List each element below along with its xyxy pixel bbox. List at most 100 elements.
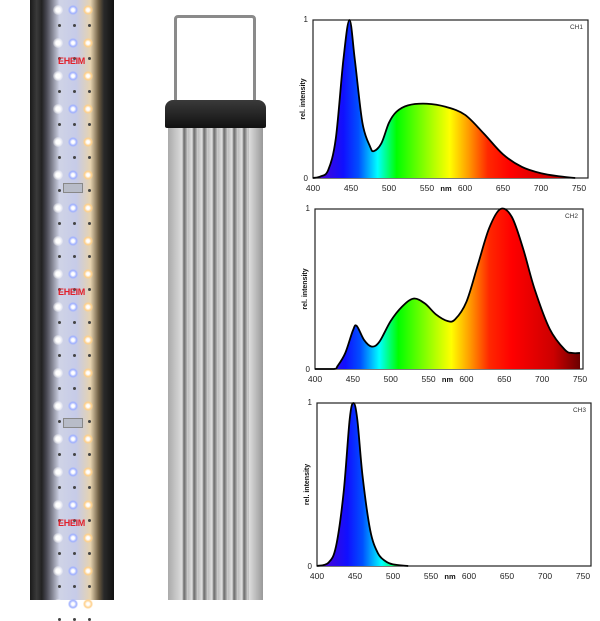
- sensor-plate: [63, 183, 83, 193]
- y-tick-label: 1: [308, 398, 313, 407]
- spectrum-line: [314, 207, 581, 370]
- led-b: [68, 566, 78, 576]
- led-mount-dot: [88, 90, 91, 93]
- spectrum-chart-ch2: 400 450 500 550 600 650 700 750 0 1 nm rel. intensi…: [302, 204, 587, 384]
- led-b: [68, 467, 78, 477]
- led-a: [83, 401, 93, 411]
- led-b: [68, 533, 78, 543]
- led-a: [83, 302, 93, 312]
- led-mount-dot: [58, 57, 61, 60]
- led-a: [83, 599, 93, 609]
- led-a: [83, 434, 93, 444]
- led-mount-dot: [88, 156, 91, 159]
- led-mount-dot: [73, 24, 76, 27]
- led-w: [53, 500, 63, 510]
- led-mount-dot: [73, 123, 76, 126]
- x-axis-label: nm: [444, 572, 456, 581]
- led-mount-dot: [88, 189, 91, 192]
- x-tick-label: 600: [458, 183, 472, 193]
- led-b: [68, 599, 78, 609]
- led-a: [83, 104, 93, 114]
- x-tick-label: 550: [420, 183, 434, 193]
- y-tick-label: 1: [306, 204, 311, 213]
- led-w: [53, 203, 63, 213]
- spectrum-chart-ch1: 400 450 500 550 600 650 700 750 0 1 nm rel. intensi…: [300, 15, 589, 193]
- brand-logo: EHEIM: [58, 56, 86, 66]
- led-mount-dot: [58, 255, 61, 258]
- led-mount-dot: [73, 486, 76, 489]
- x-tick-label: 500: [386, 571, 400, 581]
- mounting-bracket-handle: [174, 15, 256, 105]
- led-b: [68, 401, 78, 411]
- led-mount-dot: [73, 288, 76, 291]
- led-mount-dot: [58, 486, 61, 489]
- led-w: [53, 269, 63, 279]
- led-mount-dot: [88, 354, 91, 357]
- led-mount-dot: [73, 387, 76, 390]
- led-b: [68, 104, 78, 114]
- led-mount-dot: [73, 519, 76, 522]
- led-a: [83, 269, 93, 279]
- led-mount-dot: [58, 552, 61, 555]
- led-mount-dot: [73, 552, 76, 555]
- led-a: [83, 500, 93, 510]
- x-tick-label: 650: [496, 183, 510, 193]
- led-mount-dot: [73, 156, 76, 159]
- led-w: [53, 599, 63, 609]
- led-mount-dot: [88, 321, 91, 324]
- light-housing-profile: [168, 128, 263, 600]
- y-tick-label: 0: [304, 174, 309, 183]
- led-mount-dot: [58, 288, 61, 291]
- led-a: [83, 566, 93, 576]
- led-a: [83, 467, 93, 477]
- led-mount-dot: [58, 189, 61, 192]
- led-mount-dot: [88, 453, 91, 456]
- led-w: [53, 5, 63, 15]
- led-mount-dot: [58, 90, 61, 93]
- led-mount-dot: [88, 387, 91, 390]
- led-mount-dot: [88, 420, 91, 423]
- led-a: [83, 533, 93, 543]
- led-w: [53, 137, 63, 147]
- led-mount-dot: [58, 123, 61, 126]
- y-tick-label: 0: [308, 562, 313, 571]
- x-tick-label: 400: [308, 374, 322, 384]
- led-mount-dot: [58, 222, 61, 225]
- led-w: [53, 434, 63, 444]
- led-mount-dot: [88, 552, 91, 555]
- led-b: [68, 137, 78, 147]
- led-mount-dot: [88, 24, 91, 27]
- led-w: [53, 467, 63, 477]
- led-mount-dot: [58, 387, 61, 390]
- led-mount-dot: [58, 519, 61, 522]
- led-b: [68, 38, 78, 48]
- led-b: [68, 269, 78, 279]
- led-mount-dot: [73, 222, 76, 225]
- led-mount-dot: [73, 354, 76, 357]
- channel-label: CH3: [573, 407, 586, 414]
- led-mount-dot: [58, 453, 61, 456]
- x-tick-label: 450: [344, 183, 358, 193]
- led-w: [53, 170, 63, 180]
- led-a: [83, 5, 93, 15]
- led-w: [53, 302, 63, 312]
- led-mount-dot: [58, 354, 61, 357]
- y-tick-label: 0: [306, 365, 311, 374]
- led-b: [68, 5, 78, 15]
- x-axis-label: nm: [440, 184, 452, 193]
- led-w: [53, 38, 63, 48]
- led-mount-dot: [88, 585, 91, 588]
- led-light-bar: EHEIM EHEIM EHEIM: [30, 0, 114, 621]
- channel-label: CH2: [565, 213, 578, 220]
- led-mount-dot: [58, 24, 61, 27]
- x-tick-label: 700: [535, 374, 549, 384]
- led-a: [83, 368, 93, 378]
- led-a: [83, 335, 93, 345]
- y-axis-label: rel. intensity: [300, 78, 307, 119]
- led-mount-dot: [73, 255, 76, 258]
- x-tick-label: 650: [500, 571, 514, 581]
- led-mount-dot: [58, 321, 61, 324]
- led-mount-dot: [73, 321, 76, 324]
- spectrum-line: [312, 19, 576, 179]
- led-a: [83, 236, 93, 246]
